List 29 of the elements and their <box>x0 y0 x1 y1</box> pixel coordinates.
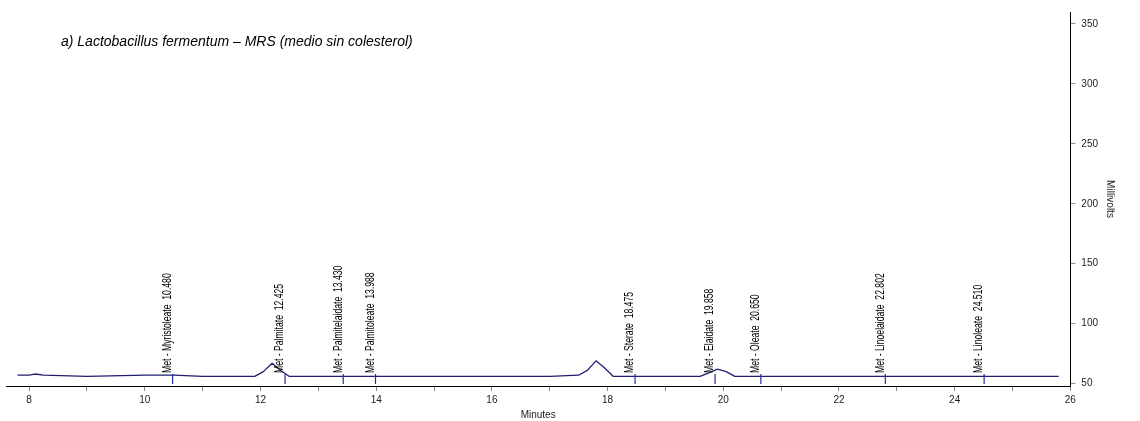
y-axis-title: Millivolts <box>1105 180 1117 218</box>
annotation: Met - Myristoleate 10.480 <box>160 273 174 374</box>
y-tick-label: 100 <box>1081 317 1099 329</box>
x-tick-label: 14 <box>370 393 383 405</box>
x-tick-label: 16 <box>486 393 498 405</box>
x-tick-label: 26 <box>1064 393 1077 405</box>
x-axis-title: Minutes <box>520 408 556 420</box>
y-tick-label: 200 <box>1081 197 1099 209</box>
x-tick-label: 12 <box>254 393 267 405</box>
annotation: Met - Linoelaidate 22.802 <box>873 273 886 374</box>
x-tick-label: 18 <box>602 393 614 405</box>
annotation: Met - Elaidate 19.858 <box>703 288 716 374</box>
x-tick-label: 8 <box>26 393 33 405</box>
y-tick-label: 250 <box>1081 137 1099 149</box>
annotation: Met - Linoleate 24.510 <box>972 284 985 374</box>
y-tick-label: 150 <box>1081 257 1099 269</box>
y-tick-label: 50 <box>1081 377 1093 389</box>
annotation: Met - Sterate 18.475 <box>623 291 636 374</box>
x-tick-label: 10 <box>139 393 151 405</box>
y-tick-label: 300 <box>1081 77 1099 89</box>
annotation: Met - Palmitate 12.425 <box>273 283 286 374</box>
x-tick-label: 24 <box>949 393 961 405</box>
x-tick-label: 22 <box>833 393 845 405</box>
annotation: Met - Palmitoleate 13.988 <box>363 272 377 374</box>
annotation: Met - Palmitelaidate 13.430 <box>331 265 344 374</box>
annotation: Met - Oleate 20.650 <box>748 294 762 374</box>
text: a) Lactobacillus fermentum – MRS (medio sin colesterol) <box>61 32 413 49</box>
x-tick-label: 20 <box>717 393 730 405</box>
y-tick-label: 350 <box>1081 17 1099 29</box>
